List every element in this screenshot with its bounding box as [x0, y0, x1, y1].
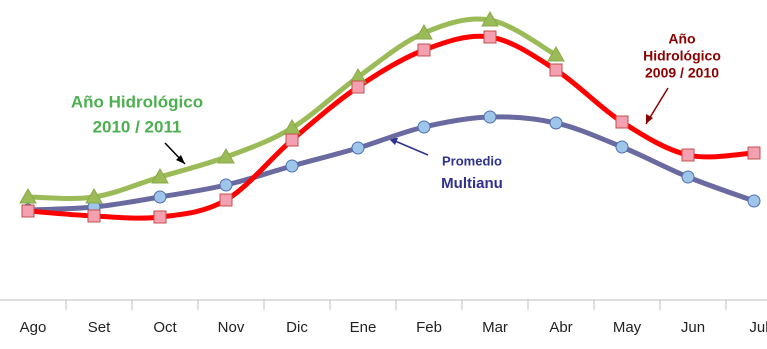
arrow-head: [176, 155, 185, 164]
marker: [417, 43, 431, 57]
marker: [151, 167, 169, 184]
x-tick-label: Mar: [482, 319, 508, 336]
marker: [19, 187, 37, 204]
marker: [217, 147, 235, 164]
x-tick-label: Jul: [749, 319, 767, 336]
x-tick-label: Oct: [153, 319, 177, 336]
marker: [681, 148, 695, 162]
marker: [351, 80, 365, 94]
marker: [417, 120, 431, 134]
marker: [351, 141, 365, 155]
marker: [549, 116, 563, 130]
marker: [547, 45, 565, 62]
marker: [153, 210, 167, 224]
x-tick-label: Ago: [20, 319, 47, 336]
marker: [681, 170, 695, 184]
annotation: 2009 / 2010: [645, 65, 719, 81]
marker: [85, 187, 103, 204]
marker: [153, 190, 167, 204]
marker: [747, 146, 761, 160]
x-tick-label: May: [613, 319, 642, 336]
marker: [615, 140, 629, 154]
arrow-head: [646, 114, 653, 124]
x-tick-label: Nov: [218, 319, 245, 336]
x-tick-label: Feb: [416, 319, 442, 336]
annotation: 2010 / 2011: [93, 117, 182, 136]
annotation: Año: [668, 31, 695, 47]
marker: [481, 10, 499, 27]
marker: [285, 133, 299, 147]
x-tick-label: Ene: [350, 319, 377, 336]
marker: [219, 193, 233, 207]
marker: [21, 204, 35, 218]
x-tick-label: Abr: [549, 319, 572, 336]
marker: [549, 63, 563, 77]
marker: [87, 209, 101, 223]
marker: [483, 110, 497, 124]
annotation: Promedio: [442, 153, 502, 168]
x-tick-label: Set: [88, 319, 111, 336]
marker: [219, 178, 233, 192]
annotation: Año Hidrológico: [71, 92, 203, 111]
annotation: Multianu: [441, 175, 503, 192]
x-tick-label: Dic: [286, 319, 308, 336]
marker: [615, 115, 629, 129]
marker: [747, 194, 761, 208]
annotation: Hidrológico: [643, 48, 721, 64]
marker: [483, 30, 497, 44]
marker: [285, 159, 299, 173]
marker: [415, 23, 433, 40]
x-tick-label: Jun: [681, 319, 705, 336]
